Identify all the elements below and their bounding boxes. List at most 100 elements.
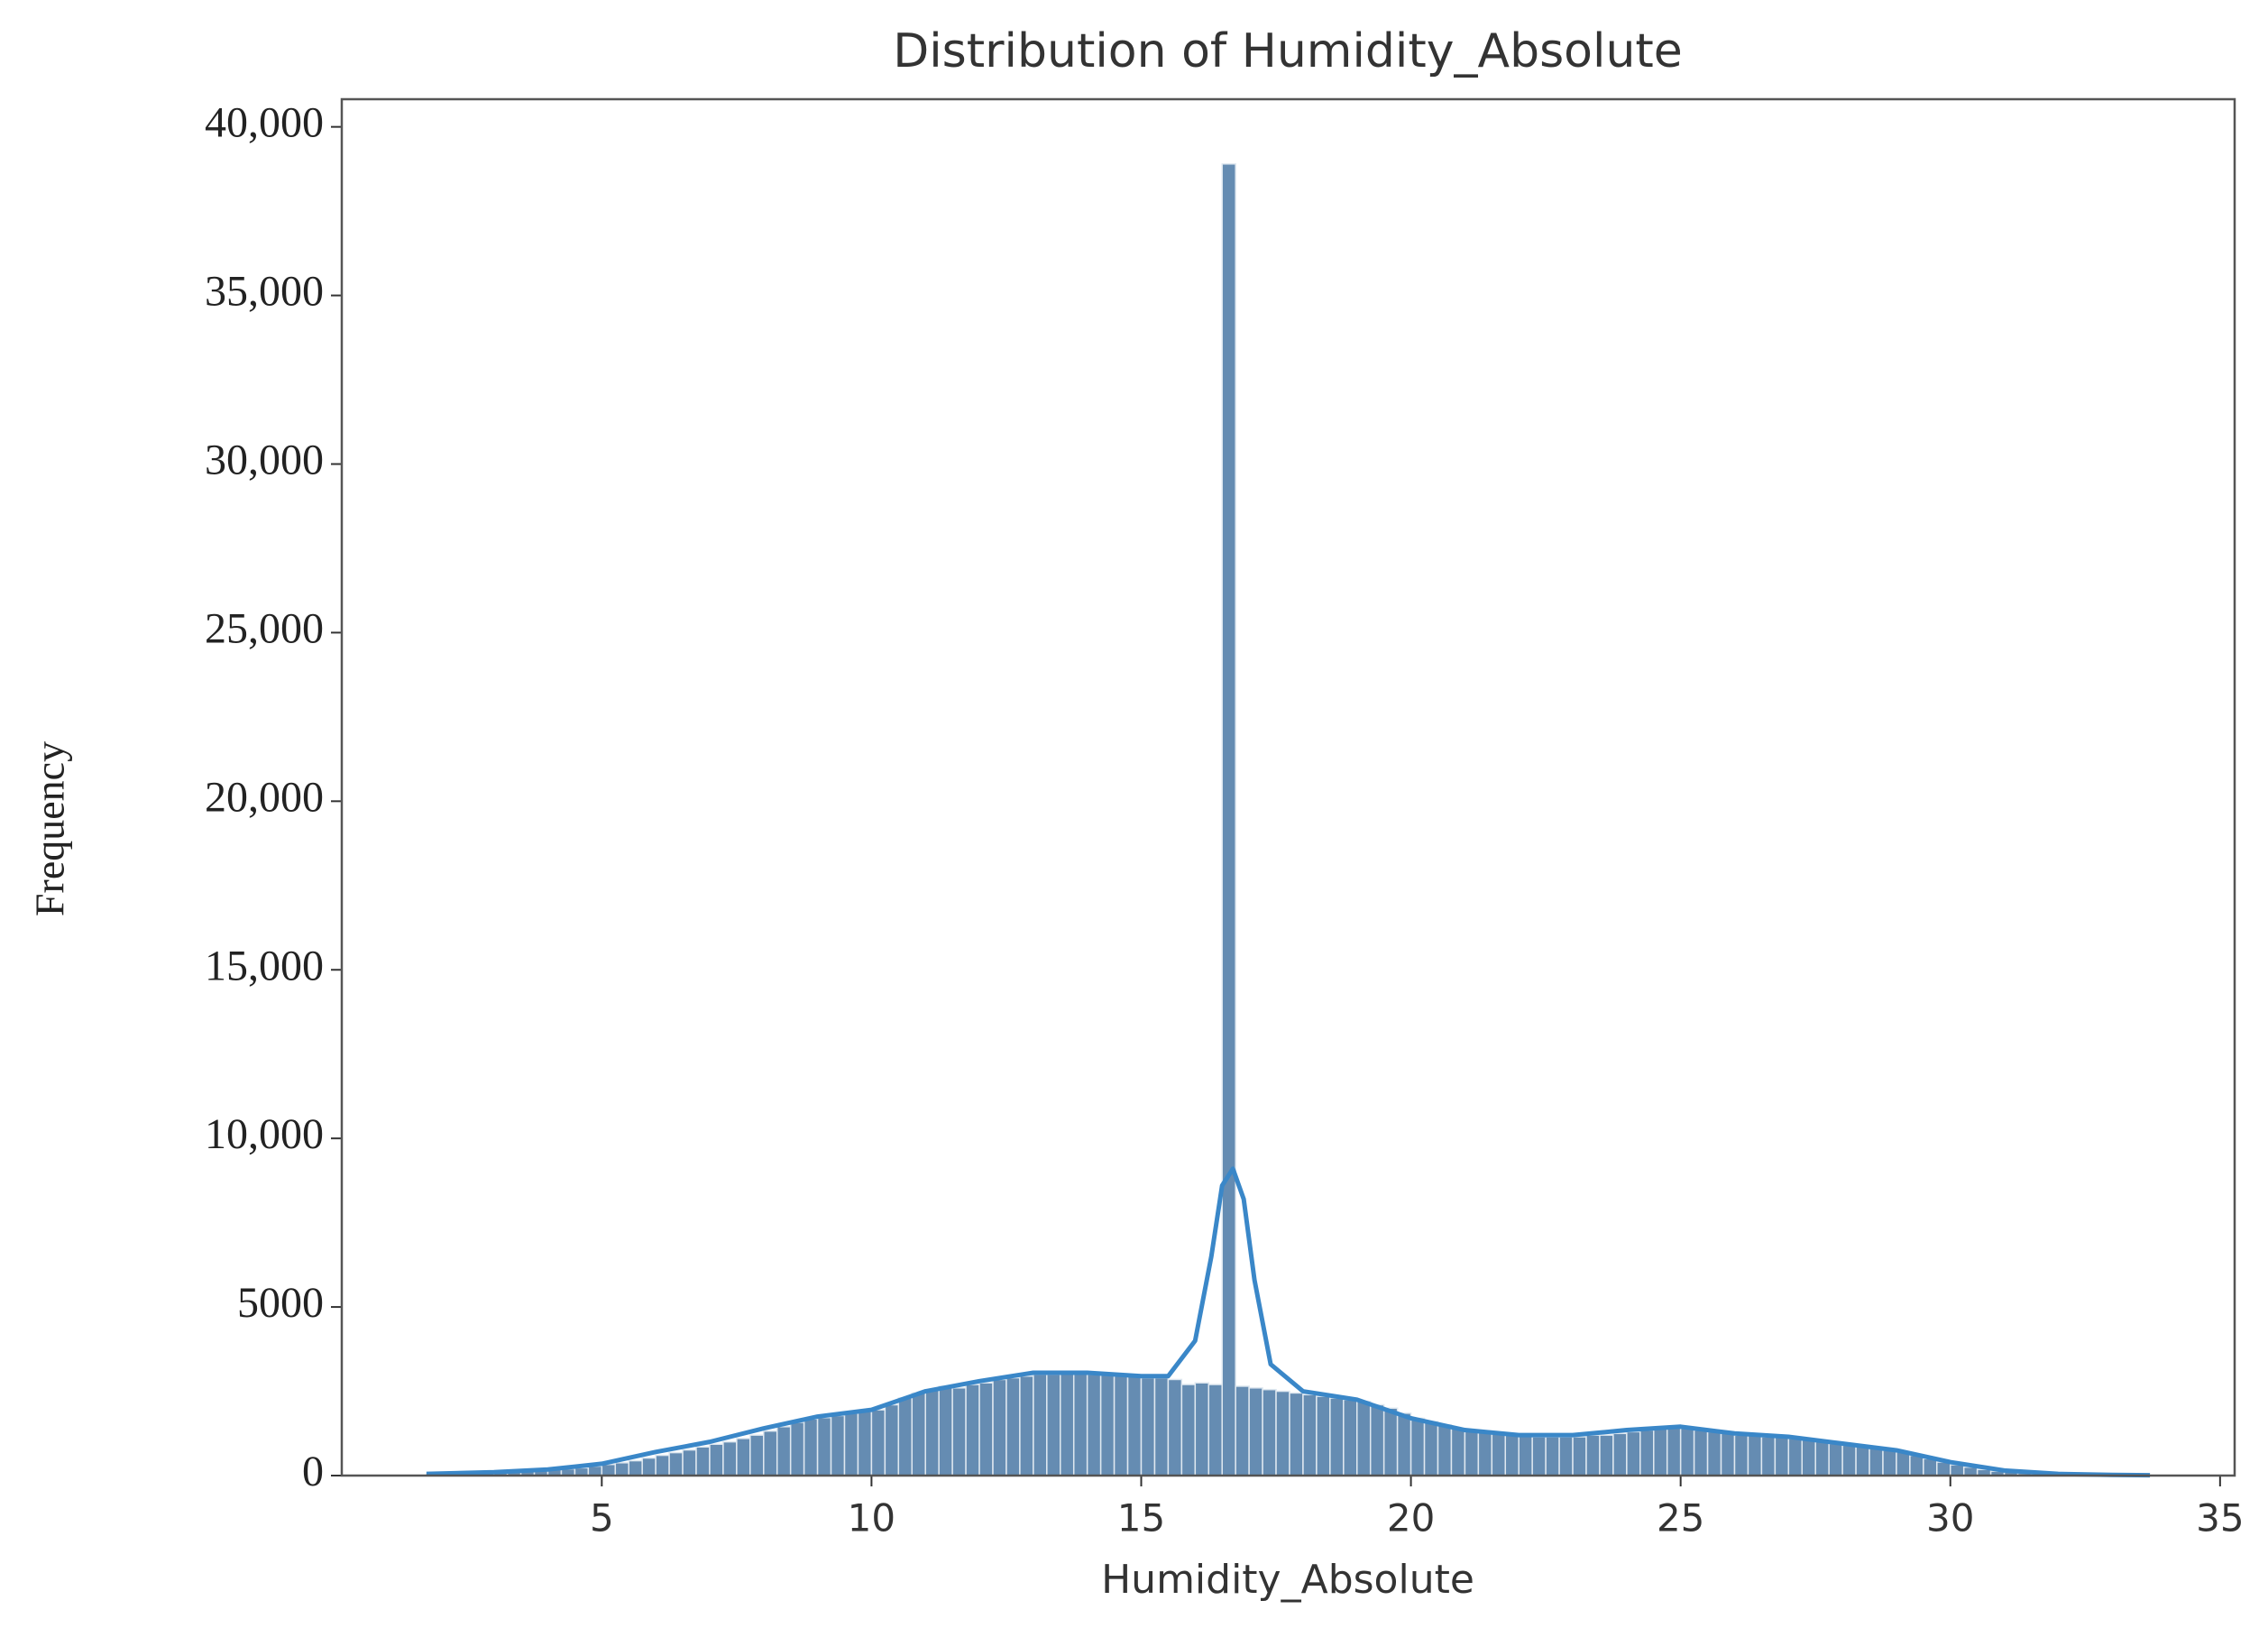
bar <box>1882 1449 1897 1476</box>
bar <box>1019 1375 1034 1476</box>
bar <box>830 1414 846 1476</box>
bar <box>1005 1376 1021 1476</box>
bar <box>1060 1372 1075 1476</box>
bar <box>722 1440 738 1476</box>
bar <box>1033 1374 1048 1476</box>
bar <box>1289 1392 1304 1476</box>
bar <box>1221 163 1236 1476</box>
bar <box>1518 1434 1533 1476</box>
bar <box>1329 1397 1345 1476</box>
bar <box>1464 1429 1480 1476</box>
bar <box>1235 1385 1250 1476</box>
bar <box>1585 1434 1601 1476</box>
bar <box>1869 1448 1884 1476</box>
y-tick-label: 5000 <box>237 1279 324 1327</box>
bar <box>1760 1436 1777 1476</box>
x-tick-label: 10 <box>848 1496 895 1541</box>
bar <box>1626 1430 1641 1476</box>
x-tick-label: 30 <box>1926 1496 1974 1541</box>
bar <box>978 1382 994 1476</box>
y-tick-label: 0 <box>302 1448 324 1495</box>
bar <box>1477 1430 1493 1476</box>
bar <box>1679 1427 1695 1476</box>
bar <box>1072 1372 1088 1476</box>
bar <box>1046 1374 1061 1476</box>
bar <box>1936 1461 1951 1476</box>
bar <box>776 1426 792 1476</box>
bar <box>1316 1395 1331 1476</box>
bar <box>695 1446 711 1476</box>
bar <box>1194 1382 1210 1476</box>
bar <box>641 1457 657 1476</box>
bar <box>1653 1427 1668 1476</box>
y-tick-label: 25,000 <box>205 604 324 652</box>
bar <box>1491 1432 1507 1476</box>
bar <box>1302 1393 1318 1476</box>
x-tick-label: 15 <box>1117 1496 1165 1541</box>
bar <box>1558 1436 1574 1476</box>
bar <box>870 1409 886 1476</box>
chart-title: Distribution of Humidity_Absolute <box>893 24 1683 78</box>
bar <box>1599 1434 1614 1476</box>
bar <box>843 1412 859 1476</box>
bar <box>1450 1427 1466 1476</box>
bar <box>1733 1434 1749 1476</box>
bar <box>1409 1417 1426 1476</box>
bar <box>1962 1466 1979 1476</box>
bar <box>668 1451 684 1476</box>
y-tick-label: 40,000 <box>205 99 324 147</box>
bar <box>1666 1426 1682 1476</box>
x-tick-label: 5 <box>590 1496 614 1541</box>
bar <box>965 1384 980 1476</box>
bar <box>682 1449 697 1476</box>
bar <box>1126 1375 1143 1476</box>
bar <box>1774 1436 1790 1476</box>
bar <box>655 1454 670 1476</box>
bar <box>951 1387 967 1476</box>
bar <box>1113 1375 1129 1476</box>
bar <box>1262 1388 1277 1476</box>
y-axis-label: Frequency <box>27 741 73 916</box>
bar <box>816 1416 832 1476</box>
kde-line <box>426 1166 2151 1478</box>
bar <box>1437 1424 1453 1476</box>
bar <box>789 1421 805 1476</box>
bar <box>749 1434 765 1476</box>
bar <box>938 1385 953 1476</box>
bar <box>1167 1378 1183 1476</box>
bar <box>803 1418 819 1476</box>
bar <box>1612 1432 1628 1476</box>
bar <box>911 1392 926 1476</box>
bar <box>1787 1438 1804 1476</box>
bar <box>1099 1374 1116 1476</box>
bar <box>1140 1376 1156 1476</box>
bar <box>1396 1412 1412 1476</box>
bar <box>1248 1387 1263 1476</box>
bar <box>614 1462 629 1476</box>
bar <box>884 1403 900 1476</box>
bar <box>1828 1442 1843 1476</box>
plot-frame <box>340 97 2236 1477</box>
bar <box>1382 1407 1399 1476</box>
bar <box>1180 1384 1197 1476</box>
y-tick-label: 15,000 <box>205 942 324 989</box>
bar <box>1369 1403 1385 1476</box>
bar <box>1343 1399 1358 1476</box>
y-tick-label: 35,000 <box>205 268 324 316</box>
bar <box>924 1388 940 1476</box>
bar <box>1720 1432 1736 1476</box>
bar <box>1801 1439 1816 1476</box>
bar <box>1855 1446 1870 1476</box>
bar <box>574 1467 590 1476</box>
y-tick-label: 30,000 <box>205 437 324 484</box>
bar <box>857 1411 873 1476</box>
bar <box>1572 1436 1587 1476</box>
x-tick-label: 35 <box>2196 1496 2244 1541</box>
bar <box>1693 1429 1709 1476</box>
bar <box>1706 1430 1722 1476</box>
bar <box>736 1438 751 1476</box>
y-tick-label: 10,000 <box>205 1110 324 1158</box>
bar <box>587 1465 603 1476</box>
